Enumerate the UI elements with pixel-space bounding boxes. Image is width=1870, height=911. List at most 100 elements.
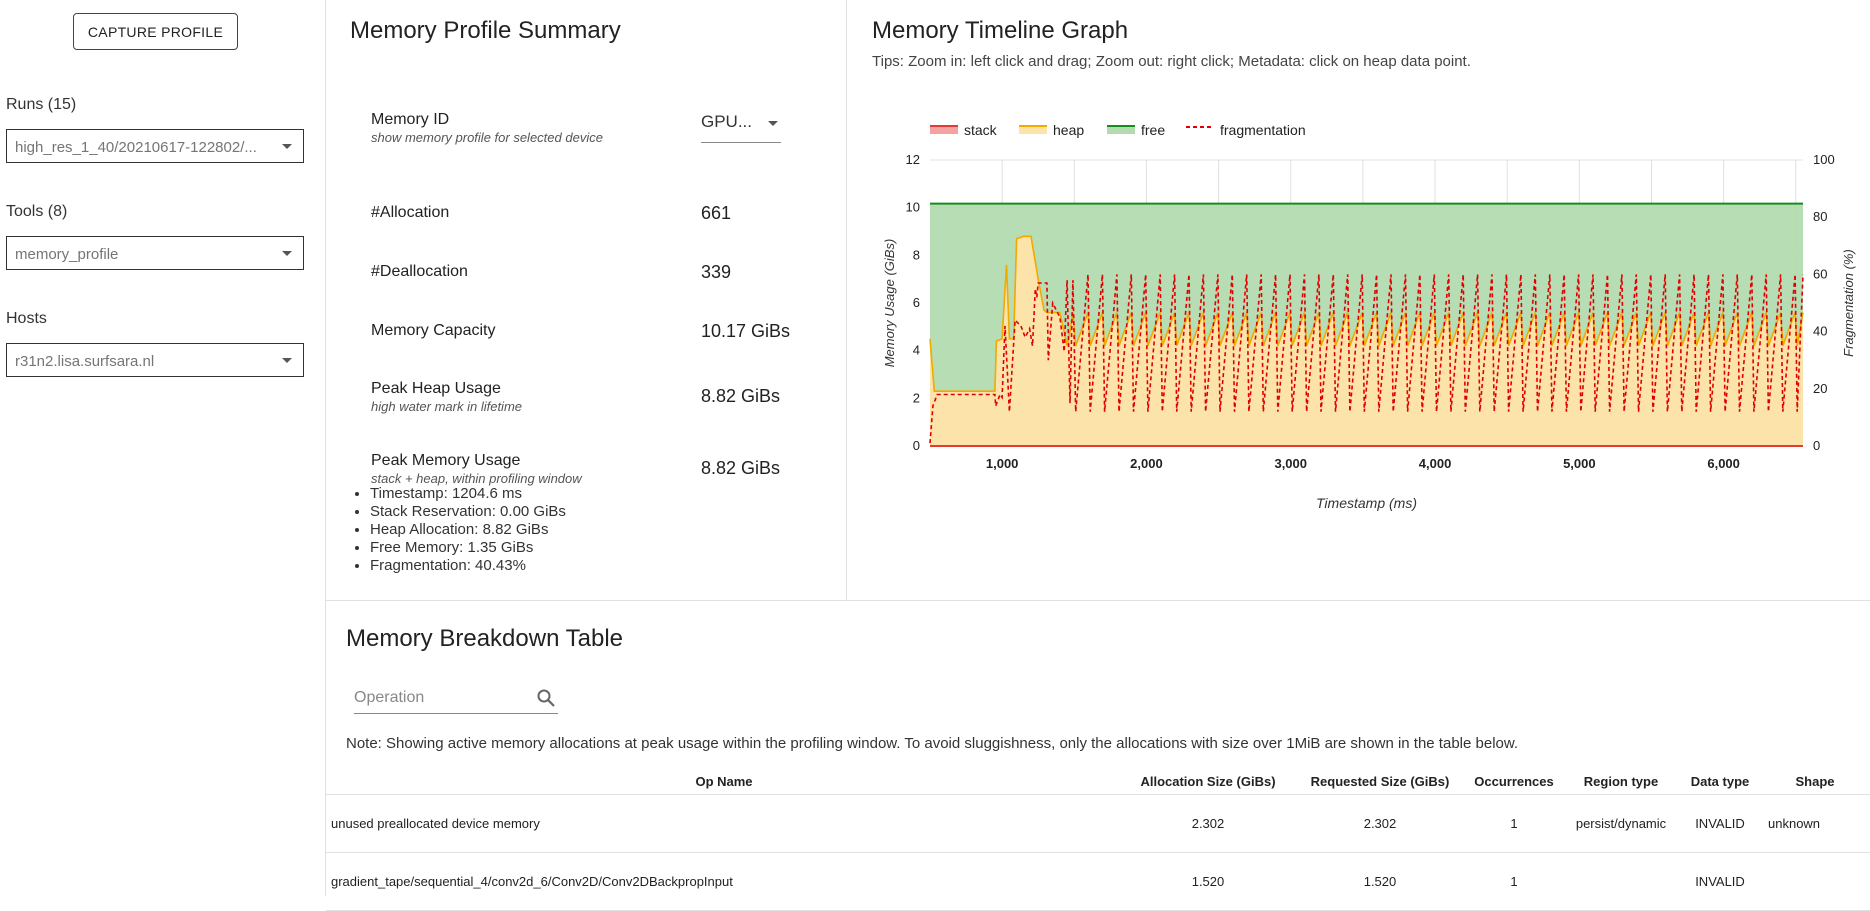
x-tick-label: 6,000	[1707, 456, 1740, 471]
region-type-cell: persist/dynamic	[1562, 794, 1680, 853]
runs-label: Runs (15)	[6, 96, 77, 113]
tools-label: Tools (8)	[6, 203, 68, 220]
y-axis-label: Memory Usage (GiBs)	[882, 239, 897, 368]
chevron-down-icon	[282, 251, 292, 256]
column-header[interactable]: Allocation Size (GiBs)	[1122, 768, 1294, 795]
fragmentation-line	[929, 274, 1804, 444]
summary-title: Memory Profile Summary	[350, 17, 621, 44]
y2-tick-label: 80	[1813, 209, 1827, 224]
hosts-select[interactable]: r31n2.lisa.surfsara.nl	[6, 343, 304, 377]
column-header[interactable]: Data type	[1680, 768, 1760, 795]
y-tick-label: 4	[913, 343, 920, 358]
timeline-tips: Tips: Zoom in: left click and drag; Zoom…	[872, 53, 1471, 70]
y-tick-label: 8	[913, 247, 920, 262]
region-type-cell	[1562, 852, 1680, 911]
memory-id-select-value: GPU...	[701, 112, 753, 131]
memory-capacity-value: 10.17 GiBs	[701, 321, 791, 341]
runs-select[interactable]: high_res_1_40/20210617-122802/...	[6, 129, 304, 163]
peak-memory-value: 8.82 GiBs	[701, 458, 781, 478]
peak-heap-allocation: Heap Allocation: 8.82 GiBs	[370, 521, 566, 539]
table-header-row: Op Name Allocation Size (GiBs) Requested…	[326, 768, 1870, 795]
allocation-size-cell: 2.302	[1122, 794, 1294, 853]
occurrences-cell: 1	[1466, 852, 1562, 911]
y-tick-label: 12	[906, 152, 920, 167]
legend-stack-label: stack	[964, 122, 998, 138]
table-row[interactable]: unused preallocated device memory 2.302 …	[326, 794, 1870, 853]
y-tick-label: 2	[913, 390, 920, 405]
y2-tick-label: 100	[1813, 152, 1835, 167]
peak-heap-label: Peak Heap Usage	[371, 380, 501, 397]
column-header[interactable]: Occurrences	[1466, 768, 1562, 795]
legend-heap-swatch	[1019, 126, 1047, 134]
timeline-title: Memory Timeline Graph	[872, 17, 1129, 44]
table-row[interactable]: gradient_tape/sequential_4/conv2d_6/Conv…	[326, 852, 1870, 911]
memory-id-sub: show memory profile for selected device	[371, 130, 603, 145]
y-tick-label: 6	[913, 295, 920, 310]
op-name-cell: unused preallocated device memory	[326, 794, 1122, 853]
breakdown-table: Op Name Allocation Size (GiBs) Requested…	[326, 768, 1870, 911]
legend-heap-label: heap	[1053, 122, 1084, 138]
peak-memory-label: Peak Memory Usage	[371, 452, 521, 469]
chevron-down-icon	[768, 121, 778, 126]
hosts-label: Hosts	[6, 310, 47, 327]
requested-size-cell: 1.520	[1294, 852, 1466, 911]
y-tick-label: 10	[906, 200, 920, 215]
chevron-down-icon	[282, 144, 292, 149]
y2-tick-label: 60	[1813, 266, 1827, 281]
data-type-cell: INVALID	[1680, 852, 1760, 911]
data-type-cell: INVALID	[1680, 794, 1760, 853]
column-header[interactable]: Requested Size (GiBs)	[1294, 768, 1466, 795]
breakdown-note: Note: Showing active memory allocations …	[346, 735, 1519, 752]
y2-axis-label: Fragmentation (%)	[1841, 249, 1856, 357]
op-name-cell: gradient_tape/sequential_4/conv2d_6/Conv…	[326, 852, 1122, 911]
memory-timeline-chart[interactable]: 0 2 4 6 8 10 12 0 20 40 60 80 100 1,000 2,000 3,000 4,00…	[0, 0, 1870, 600]
y2-tick-label: 20	[1813, 381, 1827, 396]
capture-profile-button[interactable]: CAPTURE PROFILE	[73, 13, 238, 50]
peak-free-memory: Free Memory: 1.35 GiBs	[370, 539, 566, 557]
peak-heap-value: 8.82 GiBs	[701, 386, 781, 406]
y-tick-label: 0	[913, 438, 920, 453]
breakdown-title: Memory Breakdown Table	[346, 625, 624, 652]
search-icon[interactable]	[536, 688, 556, 708]
memory-capacity-label: Memory Capacity	[371, 322, 496, 339]
operation-search-box[interactable]	[354, 683, 558, 714]
x-tick-label: 5,000	[1563, 456, 1596, 471]
memory-profile-summary-panel	[326, 0, 847, 600]
requested-size-cell: 2.302	[1294, 794, 1466, 853]
operation-search-input[interactable]	[354, 683, 524, 707]
section-divider	[326, 600, 1870, 601]
y2-tick-label: 40	[1813, 324, 1827, 339]
column-header[interactable]: Op Name	[326, 768, 1122, 795]
peak-details-list: Timestamp: 1204.6 ms Stack Reservation: …	[352, 485, 566, 575]
tools-select[interactable]: memory_profile	[6, 236, 304, 270]
chevron-down-icon	[282, 358, 292, 363]
peak-timestamp: Timestamp: 1204.6 ms	[370, 485, 566, 503]
column-header[interactable]: Shape	[1760, 768, 1870, 795]
x-tick-label: 1,000	[986, 456, 1019, 471]
deallocation-value: 339	[701, 262, 732, 282]
legend-fragmentation-label: fragmentation	[1220, 122, 1306, 138]
x-tick-label: 3,000	[1274, 456, 1307, 471]
x-tick-label: 2,000	[1130, 456, 1163, 471]
shape-cell: unknown	[1760, 794, 1870, 853]
legend-free-swatch	[1107, 126, 1135, 134]
peak-fragmentation: Fragmentation: 40.43%	[370, 557, 566, 575]
allocation-value: 661	[701, 203, 732, 223]
memory-id-label: Memory ID	[371, 111, 450, 128]
allocation-size-cell: 1.520	[1122, 852, 1294, 911]
deallocation-label: #Deallocation	[371, 263, 468, 280]
occurrences-cell: 1	[1466, 794, 1562, 853]
legend-stack-swatch	[930, 126, 958, 134]
peak-memory-sub: stack + heap, within profiling window	[371, 471, 582, 486]
allocation-label: #Allocation	[371, 204, 450, 221]
x-axis-label: Timestamp (ms)	[1316, 495, 1417, 511]
x-tick-label: 4,000	[1419, 456, 1452, 471]
column-header[interactable]: Region type	[1562, 768, 1680, 795]
memory-id-select[interactable]: GPU...	[701, 112, 781, 143]
sidebar: CAPTURE PROFILE Runs (15) high_res_1_40/…	[0, 0, 326, 896]
legend-free-label: free	[1141, 122, 1165, 138]
peak-heap-sub: high water mark in lifetime	[371, 399, 522, 414]
peak-stack-reservation: Stack Reservation: 0.00 GiBs	[370, 503, 566, 521]
y2-tick-label: 0	[1813, 438, 1820, 453]
shape-cell	[1760, 852, 1870, 911]
